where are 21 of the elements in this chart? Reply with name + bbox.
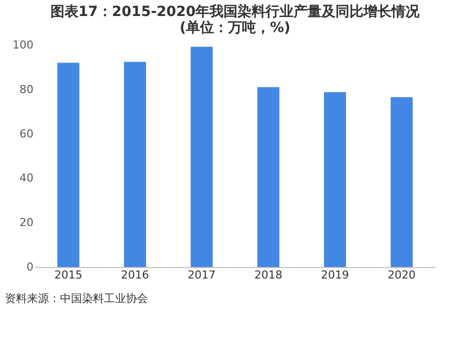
bar — [390, 97, 413, 267]
text: (单位：万吨，%) — [180, 20, 290, 36]
x-tick-label: 2020 — [388, 268, 416, 282]
y-tick-label: 40 — [20, 172, 34, 185]
y-tick-label: 60 — [20, 127, 34, 140]
x-tick-label: 2019 — [321, 268, 349, 282]
x-tick-label: 2016 — [121, 268, 149, 282]
bar — [257, 87, 280, 267]
text: 资料来源：中国染料工业协会 — [5, 292, 148, 305]
y-tick-label: 80 — [20, 82, 34, 96]
y-tick-label: 100 — [12, 38, 34, 52]
x-tick-label: 2017 — [188, 268, 216, 282]
bar — [57, 62, 80, 267]
text: 图表17：2015-2020年我国染料行业产量及同比增长情况 — [50, 4, 420, 20]
x-tick-label: 2018 — [254, 268, 282, 282]
bar — [324, 92, 346, 267]
bar — [124, 62, 146, 267]
bar — [190, 46, 213, 267]
y-tick-label: 0 — [26, 260, 34, 274]
x-tick-label: 2015 — [54, 268, 82, 282]
y-tick-label: 20 — [20, 216, 34, 230]
